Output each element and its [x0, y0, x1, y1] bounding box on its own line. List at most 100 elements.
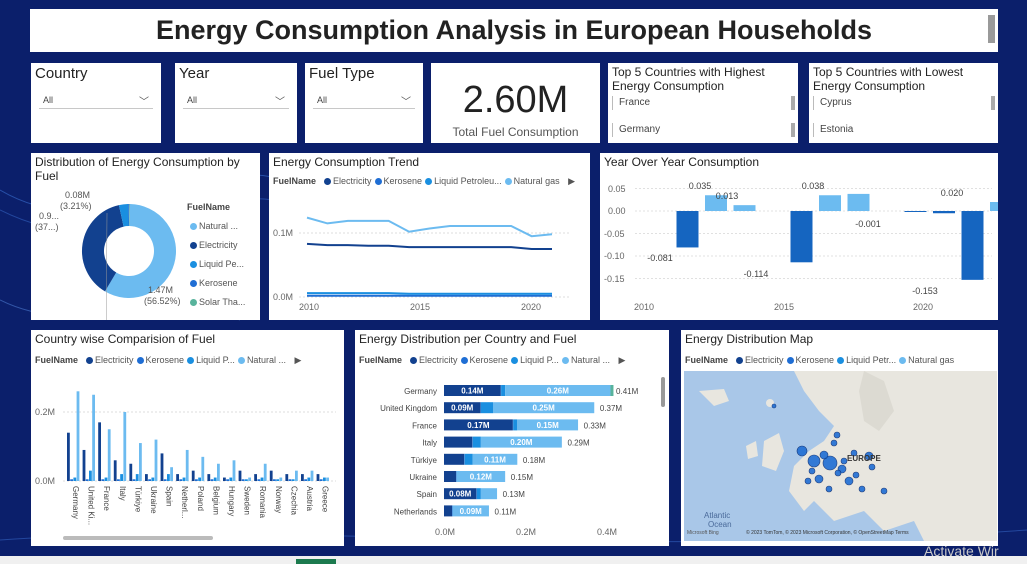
map-marker[interactable]: [844, 476, 854, 486]
yoy-data-label[interactable]: 0.038: [802, 181, 825, 191]
trend-line[interactable]: [306, 242, 552, 250]
legend-item[interactable]: Electricity: [419, 355, 458, 365]
x-tick-label[interactable]: Czechia: [289, 486, 298, 515]
y-tick-label[interactable]: France: [412, 421, 437, 430]
country-fuel-bar[interactable]: [213, 477, 217, 481]
map-marker[interactable]: [771, 403, 777, 409]
yoy-data-label[interactable]: 0.020: [941, 188, 964, 198]
yoy-data-label[interactable]: 0.013: [716, 191, 739, 201]
map-marker[interactable]: [807, 454, 821, 468]
map-marker[interactable]: [880, 487, 888, 495]
country-fuel-bar[interactable]: [160, 453, 164, 481]
country-fuel-bar[interactable]: [89, 470, 92, 481]
country-fuel-bar[interactable]: [135, 474, 139, 481]
distribution-bar-segment[interactable]: [501, 385, 506, 396]
country-fuel-bar[interactable]: [223, 477, 226, 481]
x-tick-label[interactable]: Romania: [258, 486, 267, 519]
distribution-bar-segment[interactable]: [444, 505, 453, 517]
x-tick-label[interactable]: Italy: [118, 486, 127, 501]
country-fuel-bar[interactable]: [170, 467, 173, 481]
country-fuel-bar[interactable]: [107, 429, 111, 481]
distribution-bar-segment[interactable]: [480, 402, 494, 414]
x-tick-label[interactable]: Greece: [321, 486, 330, 513]
map-marker[interactable]: [833, 431, 841, 439]
legend-item[interactable]: Electricity: [745, 355, 784, 365]
distribution-bar-segment[interactable]: [444, 471, 457, 482]
y-tick-label[interactable]: Ukraine: [409, 473, 437, 482]
europe-map[interactable]: EUROPE Atlantic Ocean Microsoft Bing © 2…: [684, 371, 997, 541]
country-fuel-bar[interactable]: [195, 479, 198, 481]
yoy-bar[interactable]: [961, 211, 984, 280]
country-fuel-bar[interactable]: [104, 477, 108, 481]
country-fuel-bar[interactable]: [257, 479, 261, 481]
distribution-bar-segment[interactable]: [444, 385, 501, 396]
distribution-bar-segment[interactable]: [444, 402, 481, 414]
x-tick-label[interactable]: Belgium: [211, 486, 220, 515]
x-tick-label[interactable]: Hungary: [227, 486, 236, 516]
country-fuel-bar[interactable]: [163, 479, 167, 481]
x-tick-label[interactable]: Ukraine: [149, 486, 158, 514]
distribution-bar-segment[interactable]: [452, 505, 489, 517]
yoy-bar[interactable]: [676, 211, 699, 248]
x-tick-label[interactable]: Poland: [196, 486, 205, 511]
list-item[interactable]: Estonia: [813, 123, 853, 137]
country-fuel-bar[interactable]: [279, 477, 283, 481]
map-marker[interactable]: [822, 455, 838, 471]
country-fuel-bar[interactable]: [207, 474, 211, 481]
distribution-bar-segment[interactable]: [464, 453, 473, 465]
bar-data-label[interactable]: 0.12M: [470, 473, 493, 482]
x-tick-label[interactable]: Türkiye: [133, 486, 142, 513]
country-fuel-bar[interactable]: [295, 470, 298, 481]
legend-item[interactable]: Kerosene: [145, 355, 185, 365]
distribution-bar-segment[interactable]: [444, 453, 465, 465]
legend-item[interactable]: Kerosene: [187, 274, 245, 293]
bar-total-label[interactable]: 0.11M: [495, 507, 517, 516]
bar-total-label[interactable]: 0.18M: [523, 456, 546, 465]
country-fuel-bar[interactable]: [269, 470, 273, 481]
bar-data-label[interactable]: 0.09M: [451, 404, 474, 413]
distribution-bar-segment[interactable]: [493, 402, 595, 414]
x-tick-label[interactable]: France: [102, 486, 111, 511]
x-tick-label[interactable]: United Ki...: [87, 486, 96, 525]
y-tick-label[interactable]: Türkiye: [411, 456, 438, 465]
country-fuel-bar[interactable]: [98, 422, 101, 481]
map-marker[interactable]: [868, 463, 876, 471]
yoy-bar[interactable]: [990, 202, 998, 211]
legend-item[interactable]: Natural gas: [908, 355, 955, 365]
yoy-data-label[interactable]: 0.035: [689, 181, 712, 191]
legend-item[interactable]: Liquid Petr...: [846, 355, 897, 365]
bar-data-label[interactable]: 0.26M: [547, 387, 570, 396]
legend-item[interactable]: Liquid P...: [196, 355, 235, 365]
country-fuel-bar[interactable]: [319, 479, 323, 481]
country-dropdown[interactable]: All ﹀: [39, 90, 153, 109]
country-fuel-bar[interactable]: [316, 474, 320, 481]
country-fuel-bar[interactable]: [291, 479, 295, 481]
country-fuel-bar[interactable]: [238, 470, 242, 481]
bar-total-label[interactable]: 0.15M: [511, 473, 534, 482]
legend-item[interactable]: Kerosene: [469, 355, 509, 365]
map-marker[interactable]: [814, 474, 824, 484]
yoy-bar[interactable]: [705, 195, 727, 211]
country-fuel-bar[interactable]: [176, 474, 179, 481]
distribution-bar-segment[interactable]: [610, 385, 614, 396]
distribution-bar-segment[interactable]: [480, 436, 562, 448]
horizontal-scrollbar[interactable]: [63, 536, 213, 540]
country-fuel-chart[interactable]: Germany United Ki... France Italy Türkiye Ukr…: [31, 330, 344, 546]
legend-item[interactable]: Electricity: [95, 355, 134, 365]
country-fuel-bar[interactable]: [260, 477, 264, 481]
legend-item[interactable]: Electricity: [187, 236, 245, 255]
country-fuel-bar[interactable]: [229, 477, 233, 481]
bar-data-label[interactable]: 0.15M: [537, 421, 560, 430]
country-fuel-bar[interactable]: [154, 439, 158, 481]
distribution-bar-segment[interactable]: [472, 436, 481, 448]
country-fuel-bar[interactable]: [76, 391, 80, 481]
country-fuel-bar[interactable]: [310, 470, 314, 481]
country-fuel-bar[interactable]: [101, 479, 105, 481]
bar-total-label[interactable]: 0.33M: [584, 421, 607, 430]
legend-item[interactable]: Liquid Pe...: [187, 255, 245, 274]
year-dropdown[interactable]: All ﹀: [183, 90, 289, 109]
distribution-bar-segment[interactable]: [472, 453, 518, 465]
map-marker[interactable]: [796, 445, 808, 457]
list-item[interactable]: Germany: [612, 123, 660, 137]
x-tick-label[interactable]: Norway: [274, 486, 283, 513]
